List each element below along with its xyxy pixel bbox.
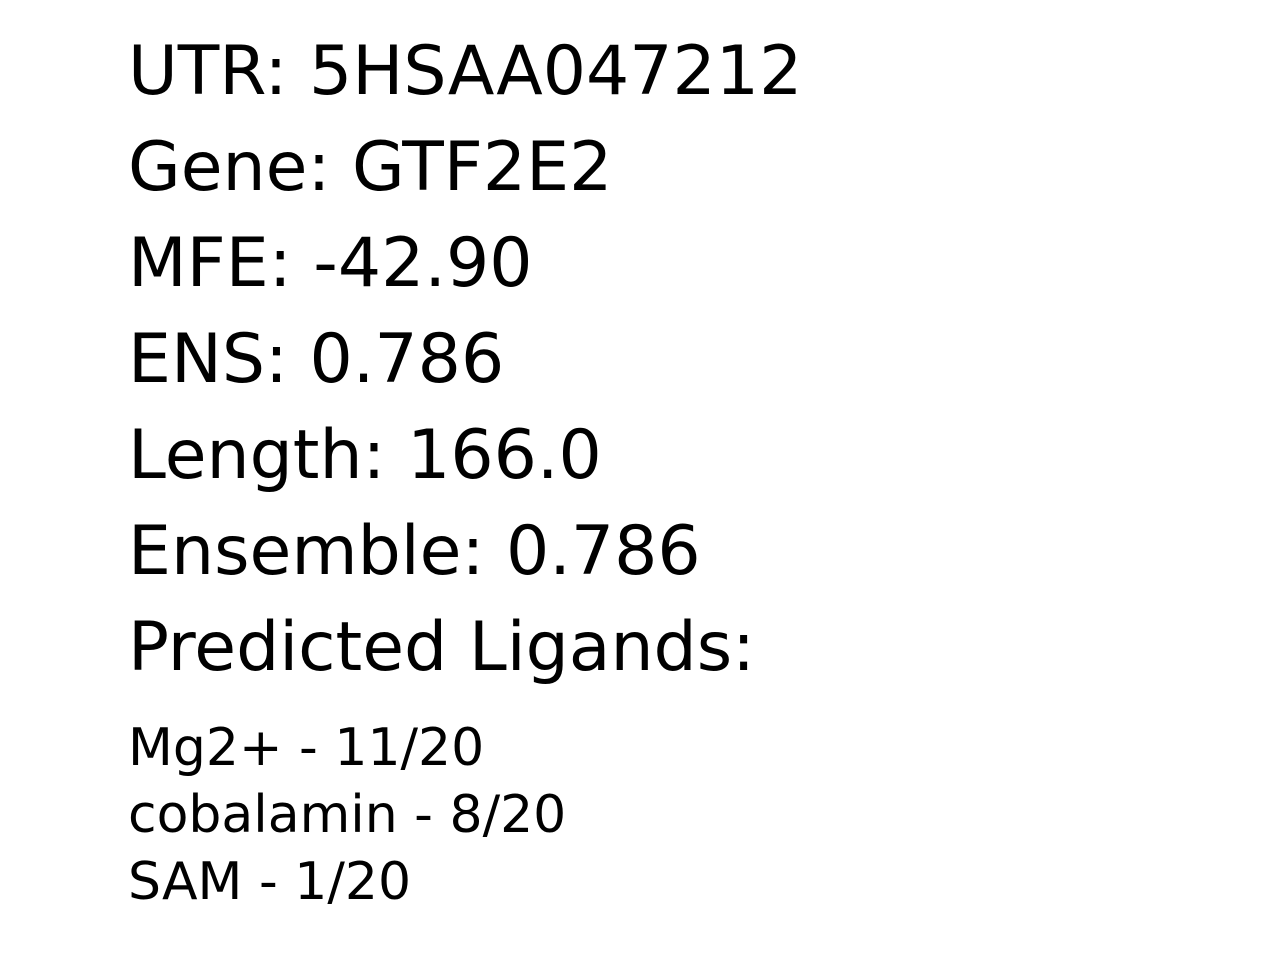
mfe-value: -42.90 — [313, 224, 533, 303]
ligand-count: 11/20 — [334, 718, 485, 778]
ens-value: 0.786 — [309, 320, 505, 399]
gene-label: Gene: — [128, 128, 331, 207]
ensemble-line: Ensemble: 0.786 — [128, 518, 701, 586]
ligand-count: 1/20 — [294, 852, 412, 912]
ensemble-label: Ensemble: — [128, 512, 485, 591]
ligand-name: SAM — [128, 852, 243, 912]
ligand-name: Mg2+ — [128, 718, 283, 778]
ligand-item: cobalamin - 8/20 — [128, 785, 567, 845]
gene-line: Gene: GTF2E2 — [128, 134, 612, 202]
ensemble-value: 0.786 — [506, 512, 701, 591]
length-label: Length: — [128, 416, 386, 495]
utr-label: UTR: — [128, 32, 288, 111]
utr-value: 5HSAA047212 — [309, 32, 803, 111]
ligands-heading: Predicted Ligands: — [128, 608, 756, 687]
length-value: 166.0 — [407, 416, 602, 495]
ens-line: ENS: 0.786 — [128, 326, 504, 394]
utr-line: UTR: 5HSAA047212 — [128, 38, 802, 106]
ligand-name: cobalamin — [128, 785, 398, 845]
length-line: Length: 166.0 — [128, 422, 602, 490]
mfe-line: MFE: -42.90 — [128, 230, 533, 298]
ligand-count: 8/20 — [449, 785, 567, 845]
ligand-item: Mg2+ - 11/20 — [128, 718, 485, 778]
gene-value: GTF2E2 — [352, 128, 613, 207]
ligand-item: SAM - 1/20 — [128, 852, 412, 912]
mfe-label: MFE: — [128, 224, 292, 303]
ens-label: ENS: — [128, 320, 288, 399]
